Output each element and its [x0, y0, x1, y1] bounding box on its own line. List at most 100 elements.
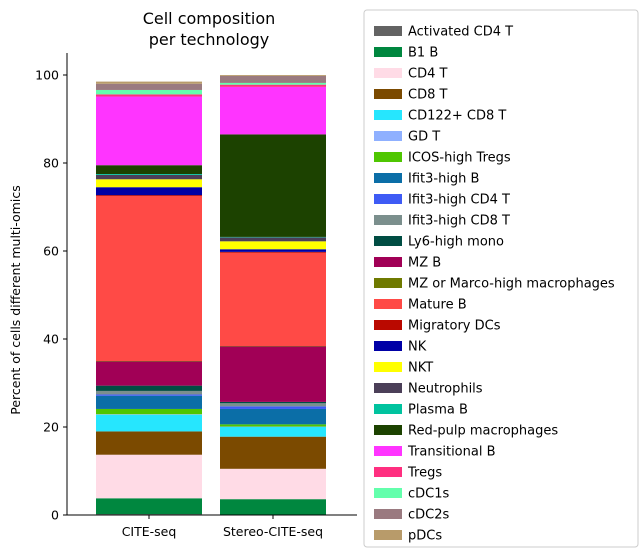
legend-item[interactable]: pDCs — [374, 529, 442, 544]
legend-swatch — [374, 236, 402, 246]
bar-segment-ly6-high-mono — [96, 385, 202, 391]
legend-swatch — [374, 425, 402, 435]
legend-item[interactable]: B1 B — [374, 46, 438, 61]
bar-segment-ifit3-high-cd4-t — [220, 406, 326, 409]
bar-segment-tregs — [220, 84, 326, 87]
axes: 0 20 40 60 80 100 CITE-seq Stereo-CITE-seq — [35, 53, 357, 539]
y-tick-label: 80 — [43, 156, 59, 171]
legend-label: cDC2s — [408, 508, 450, 523]
bar-segment-red-pulp-macrophages — [96, 165, 202, 174]
legend-item[interactable]: MZ or Marco-high macrophages — [374, 277, 615, 292]
legend-item[interactable]: Neutrophils — [374, 382, 483, 397]
legend-item[interactable]: Ly6-high mono — [374, 235, 504, 250]
bar-segment-icos-high-tregs — [220, 424, 326, 427]
legend-item[interactable]: CD8 T — [374, 88, 447, 103]
legend-label: MZ B — [408, 256, 441, 271]
y-tick-label: 40 — [43, 332, 59, 347]
legend-item[interactable]: Mature B — [374, 298, 467, 313]
legend-item[interactable]: CD4 T — [374, 67, 447, 82]
bar-stack-stereo-cite-seq — [220, 75, 326, 515]
y-tick-label: 0 — [51, 508, 59, 523]
legend-item[interactable]: NKT — [374, 361, 433, 376]
legend-label: NKT — [408, 361, 433, 376]
legend-item[interactable]: NK — [374, 340, 427, 355]
chart-title-line: Cell composition — [143, 9, 276, 28]
y-tick-label: 20 — [43, 420, 59, 435]
legend-item[interactable]: Red-pulp macrophages — [374, 424, 558, 439]
legend-label: CD8 T — [408, 88, 447, 103]
bar-segment-cd4-t — [96, 454, 202, 499]
legend-label: Mature B — [408, 298, 467, 313]
bar-segment-cd4-t — [220, 468, 326, 500]
chart-title-line: per technology — [149, 30, 270, 49]
legend-swatch — [374, 320, 402, 330]
legend-item[interactable]: Tregs — [374, 466, 442, 481]
legend-swatch — [374, 530, 402, 540]
legend-item[interactable]: GD T — [374, 130, 440, 145]
bar-segment-cd8-t — [96, 431, 202, 455]
legend-label: Ifit3-high B — [408, 172, 479, 187]
bar-segment-mature-b — [220, 252, 326, 347]
legend-label: Transitional B — [407, 445, 496, 460]
bar-segment-b1-b — [220, 499, 326, 515]
bar-segment-ifit3-high-b — [220, 408, 326, 425]
y-tick-label: 60 — [43, 244, 59, 259]
legend-swatch — [374, 446, 402, 456]
bar-segment-tregs — [96, 94, 202, 97]
bar-segment-nkt — [96, 179, 202, 188]
bar-segment-migratory-dcs — [220, 251, 326, 253]
legend-swatch — [374, 26, 402, 36]
legend-item[interactable]: Plasma B — [374, 403, 468, 418]
legend-swatch — [374, 383, 402, 393]
legend-item[interactable]: Ifit3-high B — [374, 172, 479, 187]
legend-swatch — [374, 47, 402, 57]
legend[interactable]: Activated CD4 T B1 B CD4 T CD8 T CD122+ CD8 … — [363, 9, 639, 548]
legend-swatch — [374, 194, 402, 204]
legend-label: CD4 T — [408, 67, 447, 82]
legend-label: Tregs — [407, 466, 442, 481]
legend-item[interactable]: Ifit3-high CD8 T — [374, 214, 510, 229]
bar-segment-plasma-b — [96, 174, 202, 175]
legend-label: ICOS-high Tregs — [408, 151, 511, 166]
bar-segment-cdc1s — [220, 82, 326, 85]
legend-label: pDCs — [408, 529, 442, 544]
legend-swatch — [374, 509, 402, 519]
legend-label: NK — [408, 340, 427, 355]
legend-label: cDC1s — [408, 487, 450, 502]
bar-segment-cd122-cd8-t — [220, 427, 326, 437]
chart-title: Cell composition per technology — [143, 9, 276, 49]
legend-item[interactable]: ICOS-high Tregs — [374, 151, 511, 166]
legend-item[interactable]: cDC1s — [374, 487, 450, 502]
legend-swatch — [374, 299, 402, 309]
legend-label: Plasma B — [408, 403, 468, 418]
bar-segment-cd8-t — [220, 436, 326, 469]
bar-segment-transitional-b — [220, 86, 326, 135]
bar-segment-nk — [220, 249, 326, 252]
legend-swatch — [374, 488, 402, 498]
legend-swatch — [374, 215, 402, 225]
legend-label: Ly6-high mono — [408, 235, 504, 250]
legend-item[interactable]: Ifit3-high CD4 T — [374, 193, 510, 208]
legend-label: Migratory DCs — [408, 319, 501, 334]
legend-item[interactable]: Migratory DCs — [374, 319, 501, 334]
legend-label: Neutrophils — [408, 382, 483, 397]
legend-item[interactable]: MZ B — [374, 256, 441, 271]
legend-item[interactable]: Activated CD4 T — [374, 25, 513, 40]
legend-item[interactable]: cDC2s — [374, 508, 450, 523]
bar-segment-neutrophils — [220, 237, 326, 242]
bar-segment-mz-b — [220, 346, 326, 402]
legend-label: Ifit3-high CD8 T — [408, 214, 510, 229]
bar-stack-cite-seq — [96, 81, 202, 515]
legend-item[interactable]: Transitional B — [374, 445, 496, 460]
legend-item[interactable]: CD122+ CD8 T — [374, 109, 506, 124]
legend-swatch — [374, 152, 402, 162]
bar-segment-neutrophils — [96, 174, 202, 180]
x-tick-label: Stereo-CITE-seq — [223, 524, 323, 539]
bar-segment-pdcs — [96, 81, 202, 84]
bar-segment-cdc2s — [96, 83, 202, 90]
bar-segment-nkt — [220, 241, 326, 250]
legend-label: Activated CD4 T — [408, 25, 513, 40]
legend-label: MZ or Marco-high macrophages — [408, 277, 615, 292]
bar-segment-cd122-cd8-t — [96, 414, 202, 432]
